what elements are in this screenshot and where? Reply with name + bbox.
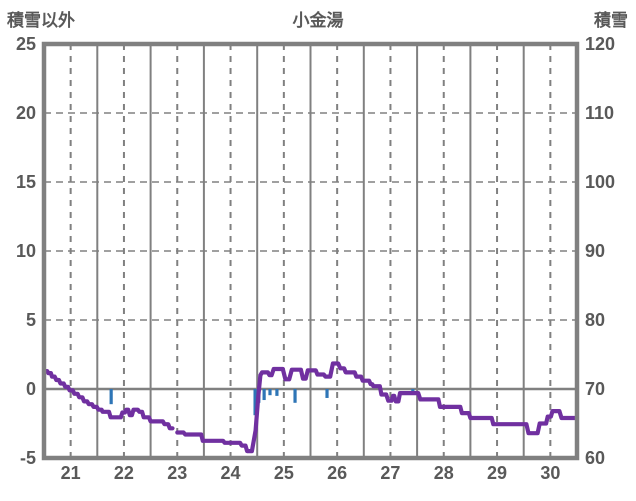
x-axis-tick: 22	[113, 463, 134, 483]
right-axis-tick: 110	[585, 103, 615, 123]
x-axis-tick: 28	[433, 463, 454, 483]
right-axis-tick: 100	[585, 172, 616, 192]
left-axis-tick: 15	[15, 172, 36, 192]
right-axis-label: 積雪	[594, 11, 628, 30]
x-axis-tick: 27	[380, 463, 401, 483]
right-axis-tick: 70	[585, 379, 606, 399]
right-axis-tick: 120	[585, 34, 616, 54]
right-axis-tick: 80	[585, 310, 606, 330]
x-axis-tick: 25	[273, 463, 294, 483]
left-axis-tick: -5	[19, 448, 36, 468]
x-axis-tick: 24	[220, 463, 241, 483]
temperature-line	[175, 361, 580, 454]
x-axis-tick: 29	[487, 463, 508, 483]
x-axis-tick: 30	[540, 463, 561, 483]
right-axis-tick: 60	[585, 448, 606, 468]
chart-title: 小金湯	[292, 11, 344, 30]
x-axis-tick: 21	[60, 463, 81, 483]
left-axis-label: 積雪以外	[7, 11, 75, 30]
x-axis-tick: 26	[327, 463, 348, 483]
right-axis-tick: 90	[585, 241, 606, 261]
x-axis-tick: 23	[167, 463, 188, 483]
left-axis-tick: 0	[25, 379, 36, 399]
plot-border	[41, 41, 580, 461]
left-axis-tick: 25	[15, 34, 36, 54]
left-axis-tick: 10	[15, 241, 36, 261]
left-axis-tick: 5	[25, 310, 36, 330]
left-axis-tick: 20	[15, 103, 36, 123]
temperature-line	[41, 369, 175, 431]
